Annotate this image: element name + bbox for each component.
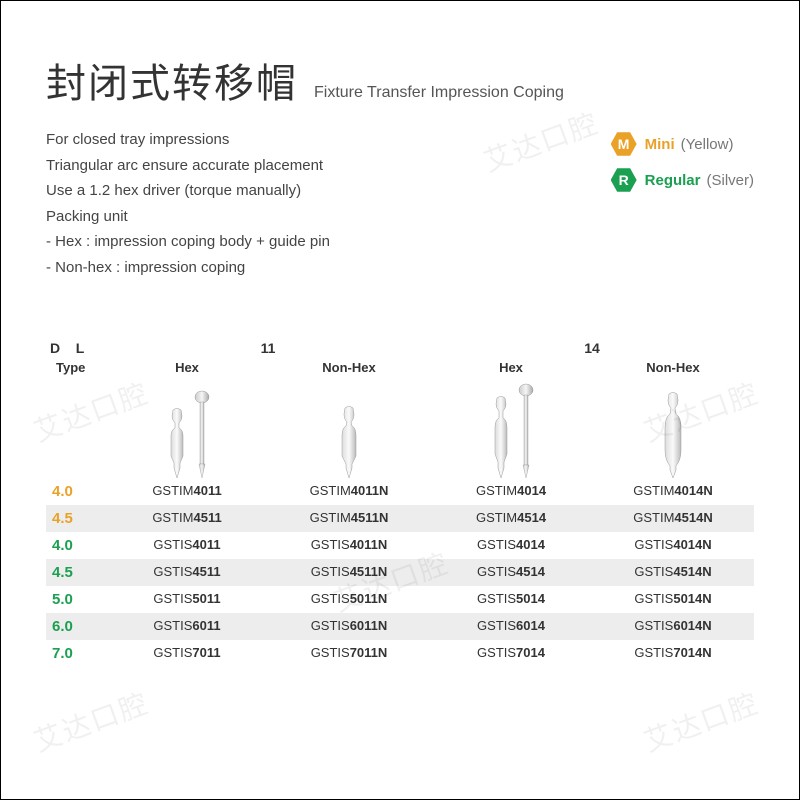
table-row: 4.5GSTIS4511GSTIS4511NGSTIS4514GSTIS4514… [46,559,754,586]
sku-cell: GSTIS4011N [268,537,430,554]
diameter-value: 7.0 [46,645,106,662]
sku-cell: GSTIM4511N [268,510,430,527]
diameter-value: 4.0 [46,483,106,500]
header-size-11: 11 [106,340,430,356]
sku-cell: GSTIM4011 [106,483,268,500]
table-row: 5.0GSTIS5011GSTIS5011NGSTIS5014GSTIS5014… [46,586,754,613]
header-hex-1: Hex [106,360,268,375]
sku-cell: GSTIS4014N [592,537,754,554]
legend-label: Mini [645,136,675,153]
sku-cell: GSTIS4014 [430,537,592,554]
description-block: For closed tray impressionsTriangular ar… [46,127,330,280]
product-image-nonhex-11 [268,406,430,478]
product-image-hex-14 [430,383,592,478]
description-line: - Non-hex : impression coping [46,255,330,281]
legend-row: M Mini (Yellow) [611,131,754,157]
header-hex-2: Hex [430,360,592,375]
title-chinese: 封闭式转移帽 [46,51,298,109]
sku-cell: GSTIM4011N [268,483,430,500]
table-row: 6.0GSTIS6011GSTIS6011NGSTIS6014GSTIS6014… [46,613,754,640]
legend-block: M Mini (Yellow) R Regular (Silver) [611,131,754,280]
description-line: Packing unit [46,204,330,230]
sku-cell: GSTIS7011N [268,645,430,662]
table-row: 7.0GSTIS7011GSTIS7011NGSTIS7014GSTIS7014… [46,640,754,667]
sku-cell: GSTIS7014 [430,645,592,662]
product-image-nonhex-14 [592,392,754,478]
sku-cell: GSTIS4511N [268,564,430,581]
description-line: - Hex : impression coping body + guide p… [46,229,330,255]
header-d: D [50,340,60,356]
sku-cell: GSTIS6014N [592,618,754,635]
diameter-value: 4.0 [46,537,106,554]
legend-label: Regular [645,172,701,189]
spec-table: D L 11 14 Type Hex Non-Hex Hex Non-Hex [46,340,754,667]
watermark: 艾达口腔 [28,682,154,761]
header-nonhex-1: Non-Hex [268,360,430,375]
header-nonhex-2: Non-Hex [592,360,754,375]
description-line: For closed tray impressions [46,127,330,153]
description-line: Triangular arc ensure accurate placement [46,153,330,179]
legend-note: (Yellow) [681,136,734,153]
legend-note: (Silver) [707,172,755,189]
sku-cell: GSTIS7014N [592,645,754,662]
sku-cell: GSTIM4514 [430,510,592,527]
sku-cell: GSTIS4514 [430,564,592,581]
sku-cell: GSTIS6011 [106,618,268,635]
diameter-value: 4.5 [46,510,106,527]
sku-cell: GSTIM4014N [592,483,754,500]
sku-cell: GSTIS5011N [268,591,430,608]
sku-cell: GSTIM4014 [430,483,592,500]
sku-cell: GSTIS4514N [592,564,754,581]
table-row: 4.0GSTIM4011GSTIM4011NGSTIM4014GSTIM4014… [46,478,754,505]
sku-cell: GSTIS6014 [430,618,592,635]
diameter-value: 5.0 [46,591,106,608]
legend-badge: R [611,167,637,193]
sku-cell: GSTIS6011N [268,618,430,635]
sku-cell: GSTIS5014 [430,591,592,608]
sku-cell: GSTIS5014N [592,591,754,608]
header-size-14: 14 [430,340,754,356]
table-row: 4.5GSTIM4511GSTIM4511NGSTIM4514GSTIM4514… [46,505,754,532]
header-l: L [76,340,85,356]
title-english: Fixture Transfer Impression Coping [314,84,564,102]
sku-cell: GSTIS5011 [106,591,268,608]
sku-cell: GSTIM4511 [106,510,268,527]
sku-cell: GSTIS4511 [106,564,268,581]
sku-cell: GSTIM4514N [592,510,754,527]
description-line: Use a 1.2 hex driver (torque manually) [46,178,330,204]
sku-cell: GSTIS4011 [106,537,268,554]
diameter-value: 6.0 [46,618,106,635]
watermark: 艾达口腔 [638,682,764,761]
legend-badge: M [611,131,637,157]
header-type: Type [46,360,106,375]
table-row: 4.0GSTIS4011GSTIS4011NGSTIS4014GSTIS4014… [46,532,754,559]
product-image-hex-11 [106,390,268,478]
sku-cell: GSTIS7011 [106,645,268,662]
legend-row: R Regular (Silver) [611,167,754,193]
diameter-value: 4.5 [46,564,106,581]
